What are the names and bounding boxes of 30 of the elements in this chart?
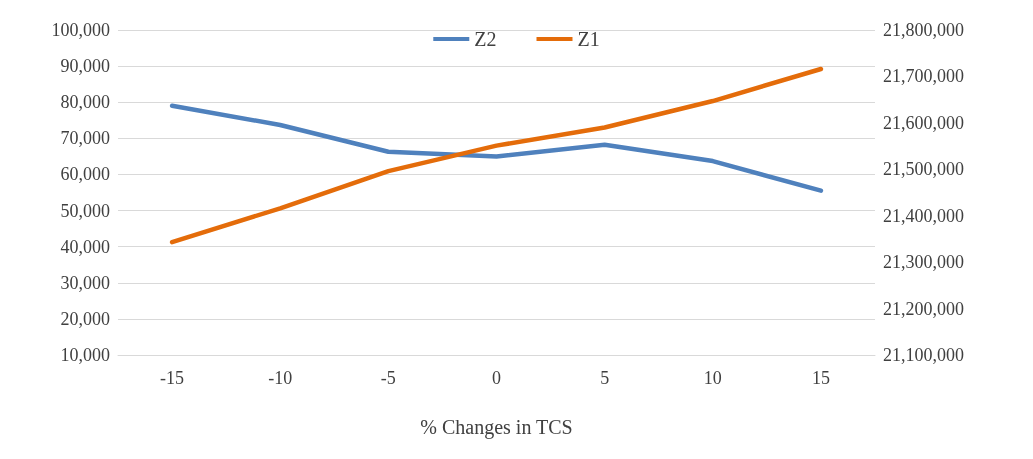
x-tick-label: 5: [600, 368, 610, 388]
y2-tick-label: 21,300,000: [883, 252, 964, 273]
x-axis-title: % Changes in TCS: [420, 416, 573, 439]
y-tick-label: 20,000: [60, 308, 110, 329]
y-tick-label: 100,000: [51, 20, 110, 40]
x-tick-label: 10: [703, 368, 722, 388]
y-tick-label: 80,000: [60, 92, 110, 113]
y-tick-label: 50,000: [60, 200, 110, 221]
y2-tick-label: 21,500,000: [883, 159, 964, 180]
y-tick-label: 70,000: [60, 128, 110, 149]
x-tick-label: -5: [380, 368, 396, 388]
y2-tick-label: 21,100,000: [883, 345, 964, 365]
legend-label: Z1: [577, 28, 600, 50]
legend-label: Z2: [474, 28, 497, 50]
y-tick-label: 60,000: [60, 164, 110, 185]
x-tick-label: -15: [160, 368, 185, 388]
y-tick-label: 90,000: [60, 56, 110, 77]
x-tick-label: 15: [811, 368, 830, 388]
y2-tick-label: 21,200,000: [883, 298, 964, 319]
y-tick-label: 10,000: [60, 345, 110, 365]
x-tick-label: 0: [492, 368, 501, 388]
y-tick-label: 30,000: [60, 272, 110, 293]
y-tick-label: 40,000: [60, 236, 110, 257]
y2-tick-label: 21,400,000: [883, 205, 964, 226]
line-series: [169, 66, 824, 245]
y2-tick-label: 21,600,000: [883, 112, 964, 133]
line-series: [169, 103, 824, 193]
y2-tick-label: 21,800,000: [883, 20, 964, 40]
x-tick-label: -10: [268, 368, 293, 388]
y2-tick-label: 21,700,000: [883, 66, 964, 87]
